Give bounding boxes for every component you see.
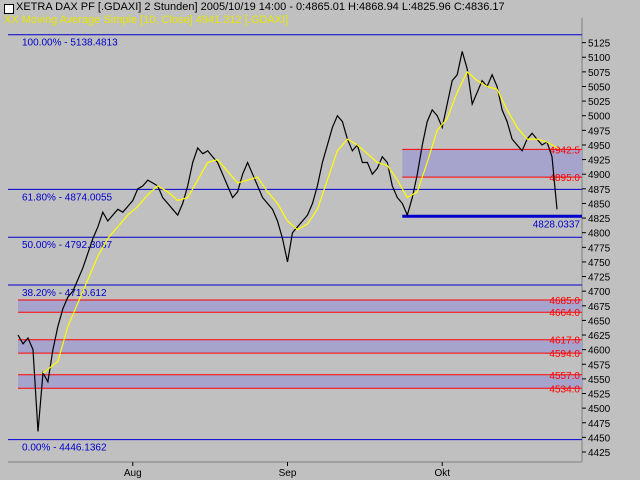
fib-label-3: 38.20% - 4710.612: [22, 288, 107, 299]
zone-bottom-label-3: 4534.0: [549, 384, 580, 395]
y-tick-label-6: 4575: [588, 360, 611, 371]
chart-header-title: XETRA DAX PF [.GDAXI] 2 Stunden] 2005/10…: [16, 1, 505, 13]
zone-top-label-0: 4942.5: [549, 145, 580, 156]
fib-label-4: 0.00% - 4446.1362: [22, 443, 107, 454]
y-tick-label-2: 4475: [588, 419, 611, 430]
moving-average-series: [42, 70, 558, 374]
y-tick-label-21: 4950: [588, 141, 611, 152]
y-tick-label-19: 4900: [588, 170, 611, 181]
y-tick-label-12: 4725: [588, 273, 611, 284]
fib-label-2: 50.00% - 4792.3087: [22, 240, 113, 251]
y-tick-label-3: 4500: [588, 404, 611, 415]
y-tick-label-1: 4450: [588, 433, 611, 444]
zone-top-label-3: 4557.0: [549, 371, 580, 382]
y-tick-label-9: 4650: [588, 316, 611, 327]
y-tick-label-16: 4825: [588, 214, 611, 225]
y-tick-label-11: 4700: [588, 287, 611, 298]
y-tick-label-4: 4525: [588, 390, 611, 401]
y-tick-label-27: 5100: [588, 53, 611, 64]
fib-label-0: 100.00% - 5138.4813: [22, 38, 118, 49]
y-tick-label-0: 4425: [588, 448, 611, 459]
zone-band-2: [18, 339, 582, 354]
x-tick-label-0: Aug: [124, 468, 142, 479]
y-tick-label-14: 4775: [588, 243, 611, 254]
price-series: [17, 51, 558, 432]
y-tick-label-5: 4550: [588, 375, 611, 386]
y-tick-label-24: 5025: [588, 97, 611, 108]
zone-top-label-2: 4617.0: [549, 336, 580, 347]
y-tick-label-10: 4675: [588, 302, 611, 313]
y-tick-label-22: 4975: [588, 126, 611, 137]
zone-bottom-label-1: 4664.0: [549, 308, 580, 319]
fib-label-1: 61.80% - 4874.0055: [22, 192, 113, 203]
zone-bottom-label-2: 4594.0: [549, 349, 580, 360]
y-tick-label-18: 4875: [588, 185, 611, 196]
zone-band-1: [18, 299, 582, 313]
y-tick-label-8: 4625: [588, 331, 611, 342]
y-tick-label-20: 4925: [588, 156, 611, 167]
y-tick-label-23: 5000: [588, 112, 611, 123]
zone-bottom-label-0: 4895.0: [549, 173, 580, 184]
y-tick-label-26: 5075: [588, 68, 611, 79]
y-tick-label-17: 4850: [588, 199, 611, 210]
x-tick-label-1: Sep: [279, 468, 297, 479]
zone-band-3: [18, 374, 582, 389]
x-tick-label-2: Okt: [434, 468, 450, 479]
y-tick-label-15: 4800: [588, 229, 611, 240]
zone-top-label-1: 4685.0: [549, 296, 580, 307]
moving-average-legend: XX Moving Average Simple [10, Close] 494…: [4, 14, 289, 26]
chart-menu-icon[interactable]: [4, 4, 14, 14]
y-tick-label-25: 5050: [588, 82, 611, 93]
y-tick-label-7: 4600: [588, 346, 611, 357]
y-tick-label-13: 4750: [588, 258, 611, 269]
y-tick-label-28: 5125: [588, 39, 611, 50]
support-label: 4828.0337: [533, 219, 581, 230]
